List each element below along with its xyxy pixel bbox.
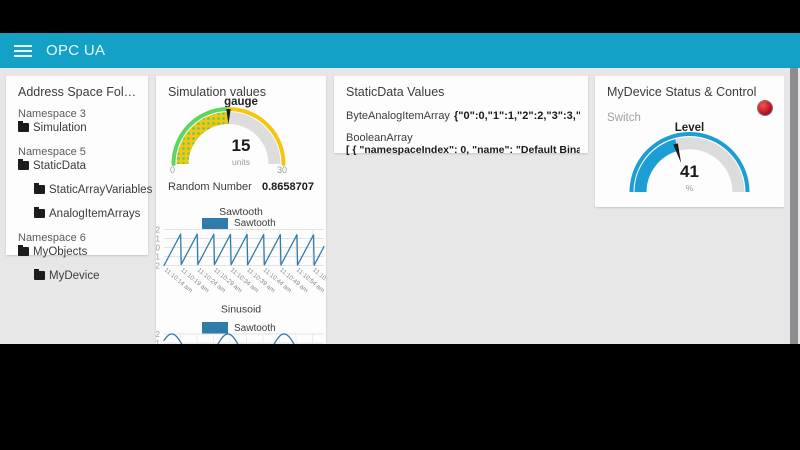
svg-text:0: 0	[156, 244, 161, 253]
svg-text:Sinusoid: Sinusoid	[221, 304, 261, 316]
svg-text:1: 1	[156, 235, 161, 244]
svg-text:2: 2	[156, 330, 161, 339]
svg-text:-1: -1	[156, 253, 161, 262]
svg-text:Sawtooth: Sawtooth	[234, 323, 276, 334]
svg-text:-2: -2	[156, 262, 161, 271]
svg-text:2: 2	[156, 226, 161, 235]
